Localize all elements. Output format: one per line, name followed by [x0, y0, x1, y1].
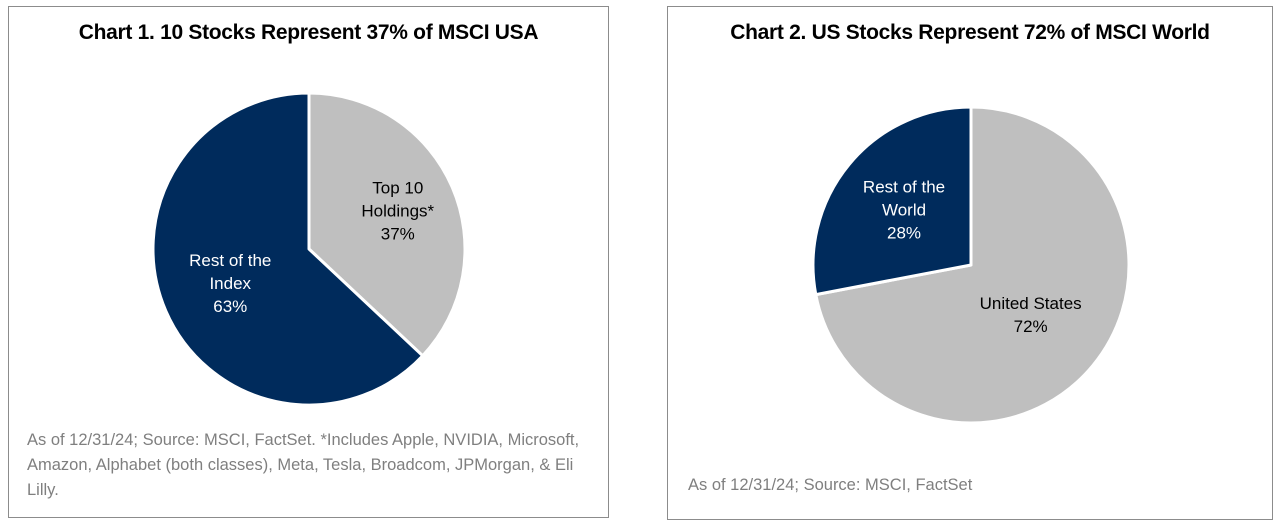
chart-1-pie: Top 10 Holdings* 37% Rest of the Index 63%	[151, 91, 467, 407]
chart-2-source-note: As of 12/31/24; Source: MSCI, FactSet	[688, 476, 973, 494]
chart-1-slice-1	[307, 91, 467, 358]
chart-2-pie: United States 72% Rest of the World 28%	[811, 105, 1131, 425]
chart-1-panel: Chart 1. 10 Stocks Represent 37% of MSCI…	[8, 6, 609, 518]
chart-2-slice-1-label: United States 72%	[980, 294, 1082, 336]
chart-2-slice-2-label: Rest of the World 28%	[863, 178, 945, 243]
chart-2-slice-2	[811, 105, 973, 297]
chart-1-slice-2	[151, 91, 425, 407]
chart-1-slice-1-label: Top 10 Holdings* 37%	[361, 179, 434, 244]
chart-1-slice-2-label: Rest of the Index 63%	[189, 251, 271, 316]
chart-2-title: Chart 2. US Stocks Represent 72% of MSCI…	[730, 21, 1210, 44]
chart-2-panel: Chart 2. US Stocks Represent 72% of MSCI…	[667, 6, 1273, 520]
chart-1-title: Chart 1. 10 Stocks Represent 37% of MSCI…	[78, 21, 539, 44]
chart-1-source-note: As of 12/31/24; Source: MSCI, FactSet. *…	[27, 431, 580, 499]
